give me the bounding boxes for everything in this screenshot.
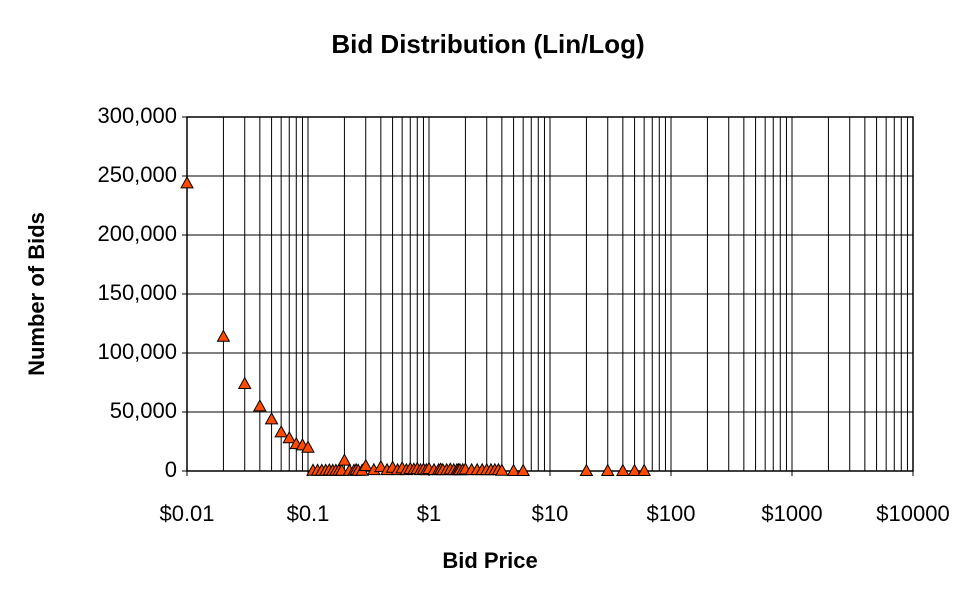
plot-border — [186, 116, 914, 472]
x-tick-label: $1 — [417, 501, 441, 526]
marker — [627, 463, 642, 476]
marker — [252, 399, 267, 412]
marker — [274, 425, 289, 438]
chart-title: Bid Distribution (Lin/Log) — [331, 29, 644, 59]
y-axis-label: Number of Bids — [24, 212, 49, 376]
x-tick-label: $100 — [647, 501, 696, 526]
marker — [579, 463, 594, 476]
x-tick-label: $0.1 — [287, 501, 330, 526]
marker — [180, 176, 194, 189]
marker — [264, 412, 279, 425]
marker — [615, 463, 630, 476]
marker — [516, 463, 531, 476]
marker — [337, 453, 352, 466]
y-tick-label: 50,000 — [110, 398, 177, 423]
x-tick-label: $10000 — [876, 501, 949, 526]
marker — [237, 376, 252, 389]
marker — [637, 463, 652, 476]
y-tick-label: 300,000 — [97, 103, 177, 128]
x-tick-label: $10 — [532, 501, 569, 526]
marker — [494, 463, 509, 476]
marker — [282, 430, 297, 444]
x-tick-label: $1000 — [761, 501, 822, 526]
y-tick-label: 0 — [165, 457, 177, 482]
y-tick-label: 250,000 — [97, 162, 177, 187]
marker — [301, 440, 315, 453]
marker — [506, 463, 521, 476]
marker — [358, 458, 373, 471]
x-tick-label: $0.01 — [159, 501, 214, 526]
marker — [216, 329, 231, 342]
y-tick-label: 150,000 — [97, 280, 177, 305]
y-tick-label: 200,000 — [97, 221, 177, 246]
y-tick-label: 100,000 — [97, 339, 177, 364]
marker — [600, 463, 615, 476]
x-axis-label: Bid Price — [442, 548, 537, 573]
